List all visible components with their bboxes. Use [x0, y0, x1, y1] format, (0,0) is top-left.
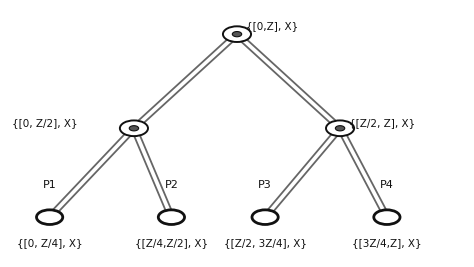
- Text: P1: P1: [43, 180, 56, 190]
- Text: P3: P3: [258, 180, 272, 190]
- Text: {[Z/2, 3Z/4], X}: {[Z/2, 3Z/4], X}: [224, 238, 307, 248]
- Text: {[0,Z], X}: {[0,Z], X}: [246, 21, 299, 31]
- Circle shape: [129, 126, 138, 131]
- Circle shape: [374, 210, 400, 225]
- Text: P4: P4: [380, 180, 394, 190]
- Circle shape: [252, 210, 278, 225]
- Text: {[3Z/4,Z], X}: {[3Z/4,Z], X}: [352, 238, 422, 248]
- Circle shape: [223, 26, 251, 42]
- Text: {[Z/4,Z/2], X}: {[Z/4,Z/2], X}: [135, 238, 208, 248]
- Circle shape: [36, 210, 63, 225]
- Circle shape: [326, 120, 354, 136]
- Text: P2: P2: [164, 180, 178, 190]
- Circle shape: [232, 32, 242, 37]
- Text: {[Z/2, Z], X}: {[Z/2, Z], X}: [349, 118, 416, 128]
- Circle shape: [158, 210, 184, 225]
- Text: {[0, Z/2], X}: {[0, Z/2], X}: [12, 118, 78, 128]
- Circle shape: [336, 126, 345, 131]
- Text: {[0, Z/4], X}: {[0, Z/4], X}: [17, 238, 82, 248]
- Circle shape: [120, 120, 148, 136]
